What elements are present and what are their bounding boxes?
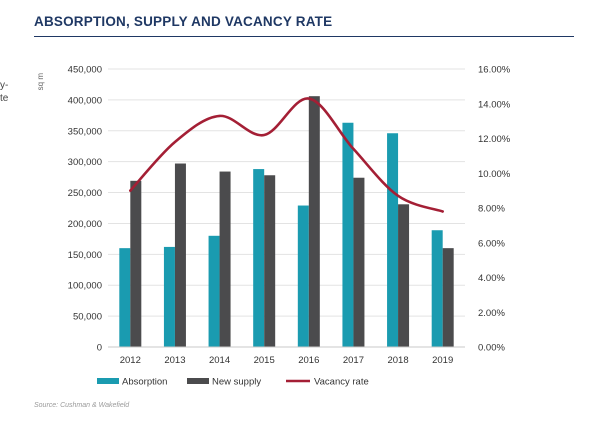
bar-new-supply: [442, 248, 454, 347]
y2-tick-label: 14.00%: [478, 99, 511, 110]
y-tick-label: 300,000: [68, 157, 102, 168]
y2-tick-label: 2.00%: [478, 308, 505, 319]
source-note: Source: Cushman & Wakefield: [34, 402, 130, 409]
y-tick-label: 450,000: [68, 65, 102, 76]
bar-new-supply: [353, 177, 365, 347]
bar-absorption: [253, 169, 265, 347]
legend-absorption-label: Absorption: [122, 377, 167, 388]
x-tick-label: 2013: [164, 355, 185, 366]
bar-absorption: [431, 230, 443, 347]
bar-absorption: [297, 205, 309, 347]
title-divider: [34, 36, 574, 37]
y-tick-label: 100,000: [68, 281, 102, 292]
x-tick-label: 2014: [209, 355, 230, 366]
bar-new-supply: [219, 171, 231, 347]
bar-new-supply: [174, 163, 186, 347]
bar-new-supply: [308, 96, 320, 347]
vacancy-rate-line: [129, 97, 444, 213]
y-tick-label: 0: [97, 343, 102, 354]
y-tick-label: 200,000: [68, 219, 102, 230]
y2-tick-label: 8.00%: [478, 204, 505, 215]
bar-new-supply: [264, 175, 276, 347]
x-tick-label: 2015: [254, 355, 275, 366]
bar-absorption: [119, 248, 131, 347]
chart-title: ABSORPTION, SUPPLY AND VACANCY RATE: [34, 14, 333, 29]
x-tick-label: 2018: [387, 355, 408, 366]
bar-absorption: [208, 235, 220, 347]
x-tick-label: 2017: [343, 355, 364, 366]
y2-tick-label: 0.00%: [478, 343, 505, 354]
x-tick-label: 2012: [120, 355, 141, 366]
y-tick-label: 50,000: [73, 312, 102, 323]
y2-tick-label: 12.00%: [478, 134, 511, 145]
y-tick-label: 250,000: [68, 188, 102, 199]
legend-new-supply-swatch: [187, 378, 209, 384]
x-tick-label: 2016: [298, 355, 319, 366]
bar-new-supply: [398, 204, 410, 347]
y2-tick-label: 16.00%: [478, 65, 511, 76]
y-tick-label: 350,000: [68, 126, 102, 137]
x-tick-label: 2019: [432, 355, 453, 366]
cut-off-text-fragment: te: [0, 93, 9, 104]
y-tick-label: 150,000: [68, 250, 102, 261]
legend-vacancy-rate-label: Vacancy rate: [314, 377, 369, 388]
y-tick-label: 400,000: [68, 95, 102, 106]
bar-new-supply: [130, 180, 142, 347]
y2-tick-label: 6.00%: [478, 238, 505, 249]
bar-absorption: [342, 122, 354, 347]
y2-tick-label: 10.00%: [478, 169, 511, 180]
bar-absorption: [163, 246, 175, 347]
y2-tick-label: 4.00%: [478, 273, 505, 284]
legend-absorption-swatch: [97, 378, 119, 384]
cut-off-text-fragment: y-: [0, 80, 9, 91]
bar-absorption: [387, 133, 399, 347]
legend-new-supply-label: New supply: [212, 377, 261, 388]
y-axis-label: sq m: [36, 73, 45, 91]
